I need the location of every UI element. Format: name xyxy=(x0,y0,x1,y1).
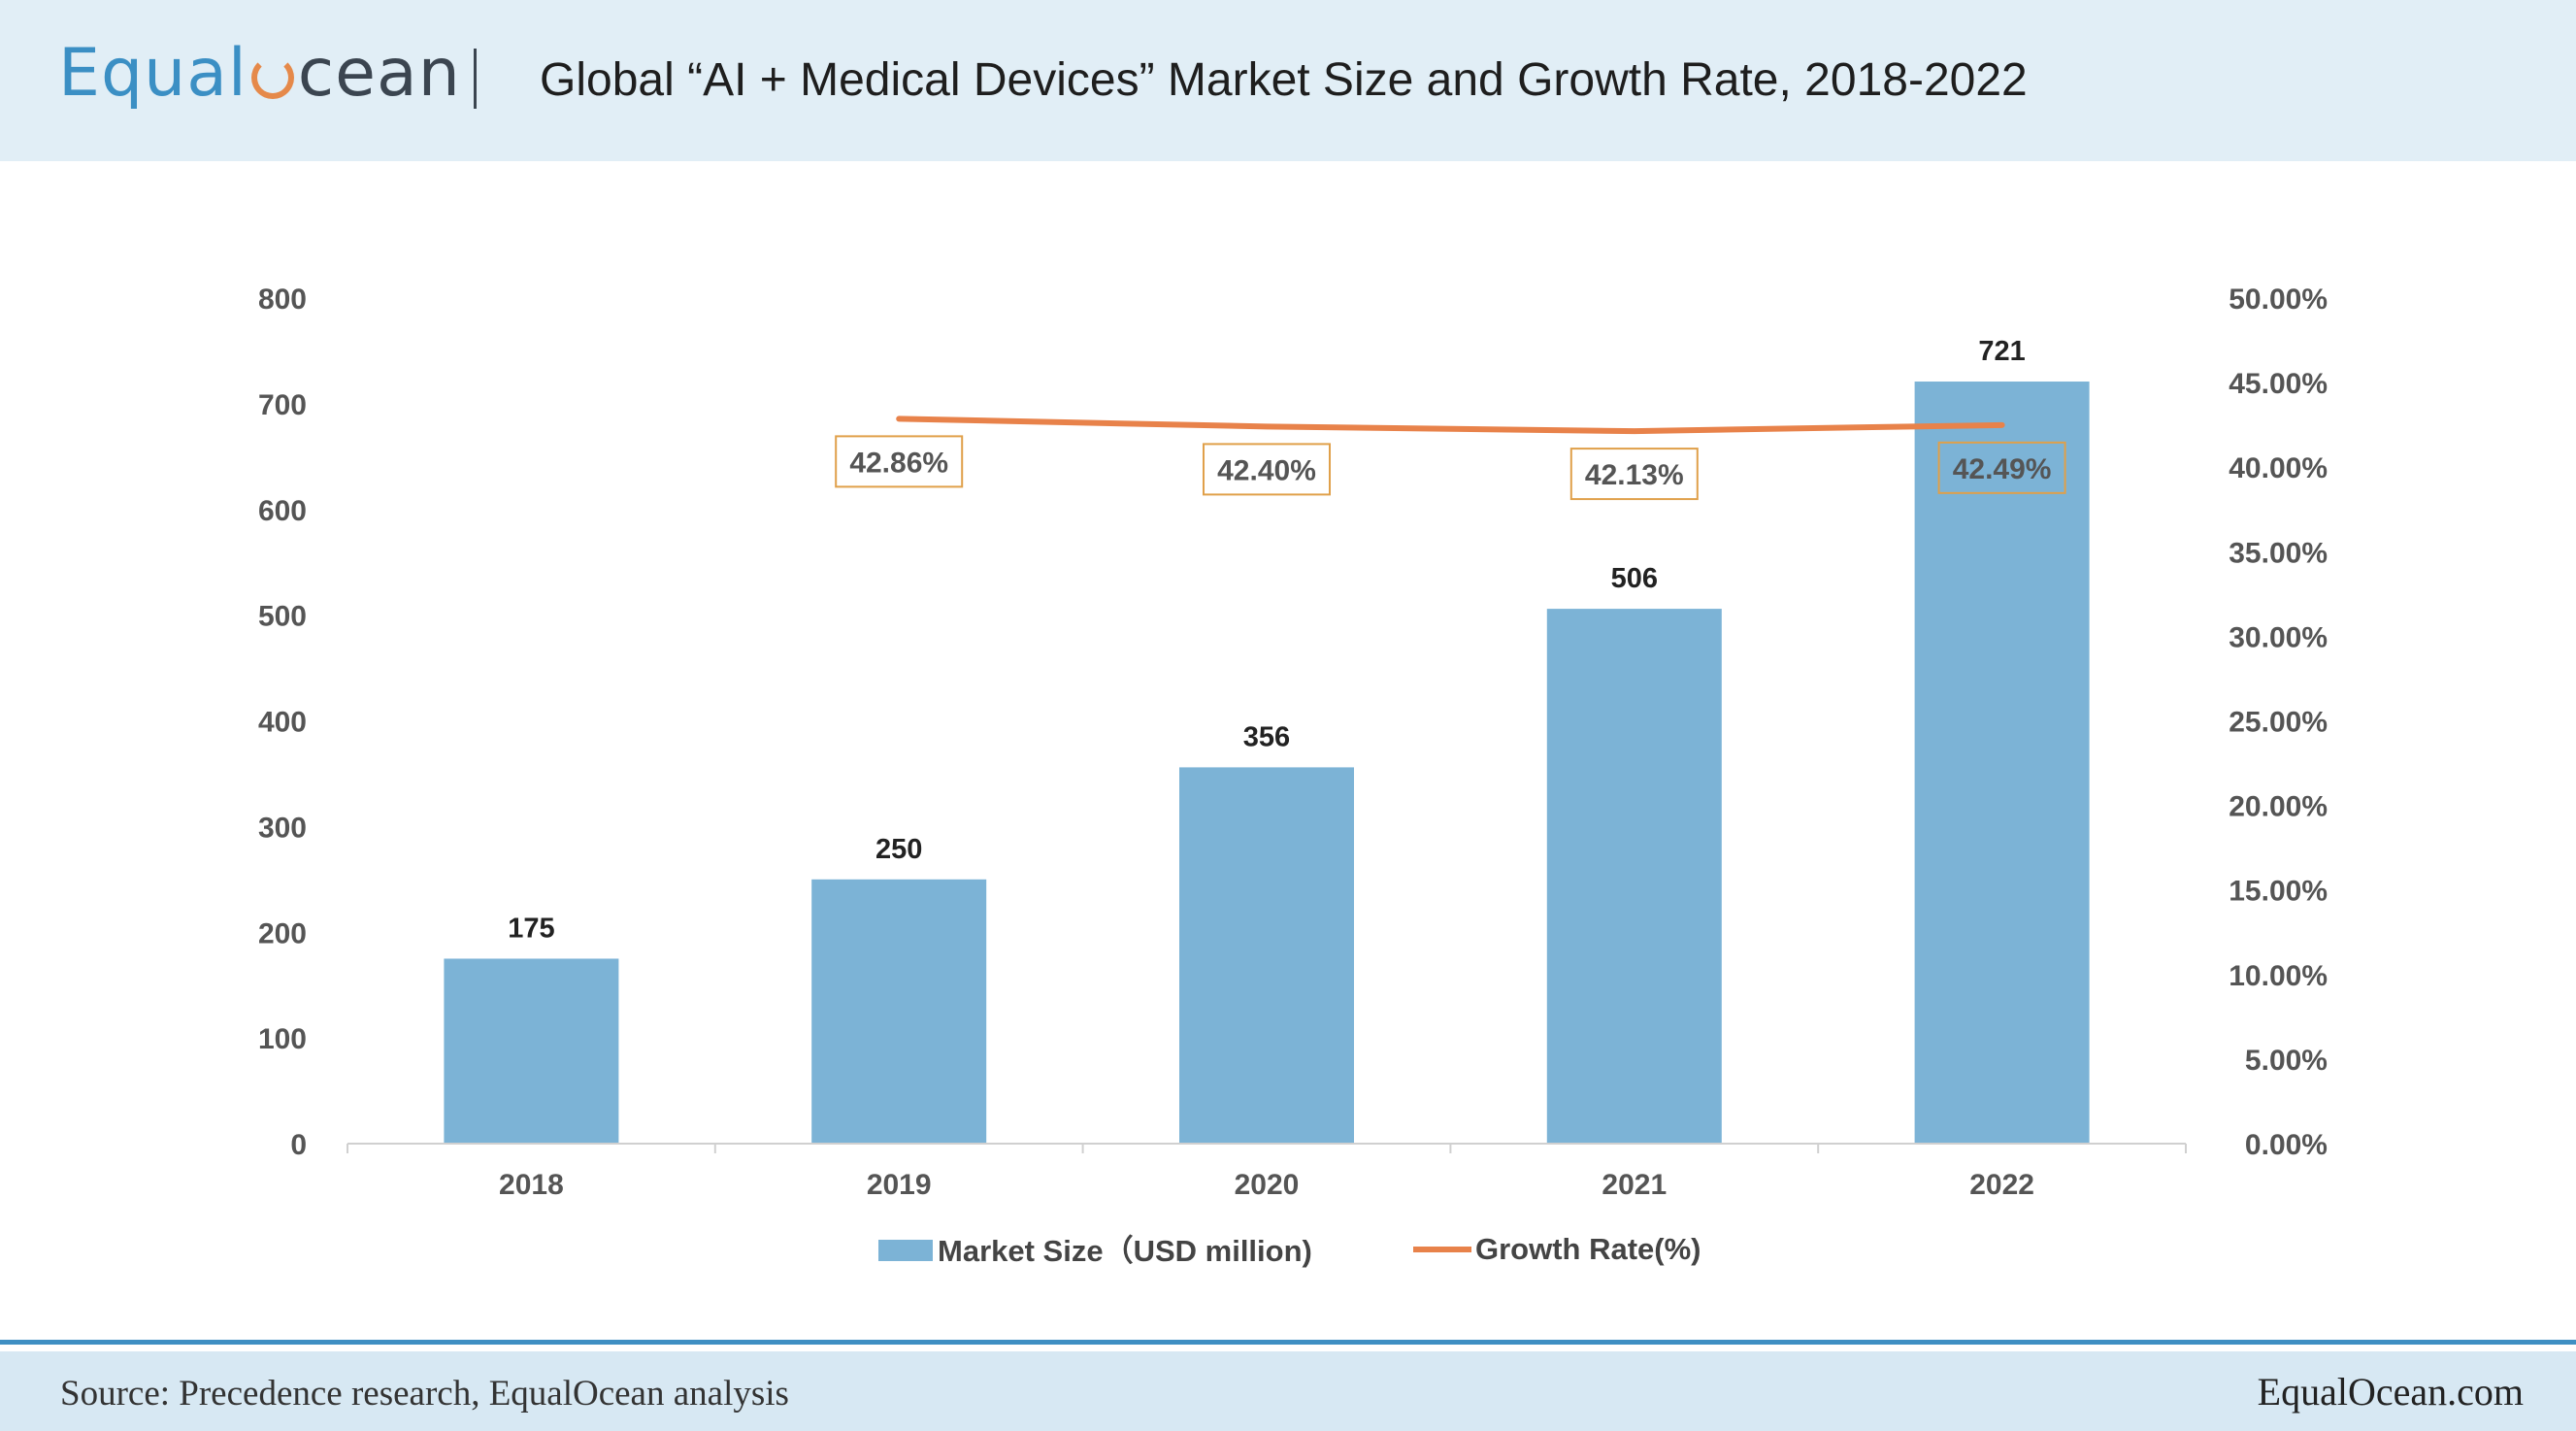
right-axis-tick-label: 20.00% xyxy=(2229,791,2328,823)
x-axis-tick-label: 2020 xyxy=(1235,1169,1300,1201)
header-banner: Equal cean Global “AI + Medical Devices”… xyxy=(0,0,2576,161)
source-note: Source: Precedence research, EqualOcean … xyxy=(60,1374,789,1414)
legend-bar-label: Market Size（USD million) xyxy=(938,1234,1312,1268)
logo-o-icon xyxy=(250,56,294,99)
growth-rate-label-box xyxy=(835,435,964,488)
right-axis-tick-label: 10.00% xyxy=(2229,960,2328,992)
legend-line-label: Growth Rate(%) xyxy=(1475,1232,1701,1266)
right-axis-tick-label: 40.00% xyxy=(2229,452,2328,484)
growth-rate-label-box xyxy=(1937,441,2066,494)
bar-data-label: 506 xyxy=(1611,563,1658,594)
growth-rate-labels: 42.86% 42.40% 42.13% 42.49% xyxy=(835,435,2066,501)
bar-data-label: 250 xyxy=(875,834,922,865)
right-axis-tick-label: 5.00% xyxy=(2245,1045,2328,1077)
right-axis-tick-label: 30.00% xyxy=(2229,621,2328,653)
growth-rate-label-box xyxy=(1569,448,1699,501)
right-axis-tick-label: 0.00% xyxy=(2245,1129,2328,1161)
x-axis-tick-label: 2022 xyxy=(1969,1169,2034,1201)
bar-data-label: 721 xyxy=(1978,336,2025,367)
right-axis-tick-label: 35.00% xyxy=(2229,537,2328,569)
header-divider xyxy=(474,49,477,109)
bar xyxy=(1179,767,1354,1144)
growth-rate-label: 42.40% xyxy=(1217,454,1316,486)
left-axis-tick-label: 200 xyxy=(258,917,307,949)
right-axis-tick-label: 45.00% xyxy=(2229,368,2328,400)
chart: 0 100 200 300 400 500 600 700 800 0.00% 5.00% 10.0… xyxy=(258,283,2328,1268)
growth-rate-label: 42.13% xyxy=(1585,459,1684,491)
bar xyxy=(1546,609,1722,1144)
page-title: Global “AI + Medical Devices” Market Siz… xyxy=(540,54,2028,106)
x-axis-tick-label: 2019 xyxy=(867,1169,932,1201)
left-axis-tick-label: 600 xyxy=(258,495,307,527)
footer-bar xyxy=(0,1351,2576,1431)
growth-rate-label: 42.86% xyxy=(849,447,948,479)
bar xyxy=(1914,382,2090,1144)
growth-rate-label-box xyxy=(1203,443,1331,496)
equalocean-logo[interactable]: Equal cean xyxy=(58,29,461,116)
left-axis-tick-label: 400 xyxy=(258,707,307,739)
left-axis-ticks: 0 100 200 300 400 500 600 700 800 xyxy=(258,283,307,1161)
footer-rule xyxy=(0,1340,2576,1345)
site-link[interactable]: EqualOcean.com xyxy=(2257,1370,2524,1414)
growth-rate-label: 42.49% xyxy=(1953,453,2052,485)
x-axis-tick-marks xyxy=(347,1144,2187,1153)
bar-data-labels: 175 250 356 506 721 xyxy=(508,336,2026,944)
x-axis-ticks: 2018 2019 2020 2021 2022 xyxy=(499,1169,2034,1201)
bar-series xyxy=(444,382,2090,1144)
right-axis-ticks: 0.00% 5.00% 10.00% 15.00% 20.00% 25.00% 30.00%… xyxy=(2229,283,2328,1161)
left-axis-tick-label: 500 xyxy=(258,601,307,633)
bar-data-label: 175 xyxy=(508,913,554,944)
left-axis-tick-label: 700 xyxy=(258,389,307,421)
right-axis-tick-label: 25.00% xyxy=(2229,707,2328,739)
bar xyxy=(444,958,619,1144)
legend-bar-swatch xyxy=(878,1240,933,1261)
right-axis-tick-label: 15.00% xyxy=(2229,876,2328,908)
x-axis-tick-label: 2021 xyxy=(1602,1169,1667,1201)
growth-rate-line xyxy=(896,416,2005,435)
bar xyxy=(811,879,987,1144)
left-axis-tick-label: 100 xyxy=(258,1023,307,1055)
logo-text-suffix: cean xyxy=(297,34,461,112)
left-axis-tick-label: 0 xyxy=(290,1129,307,1161)
left-axis-tick-label: 800 xyxy=(258,283,307,316)
logo-text-prefix: Equal xyxy=(58,34,248,112)
right-axis-tick-label: 50.00% xyxy=(2229,283,2328,316)
legend: Market Size（USD million) Growth Rate(%) xyxy=(878,1232,1701,1268)
left-axis-tick-label: 300 xyxy=(258,812,307,844)
bar-data-label: 356 xyxy=(1243,721,1290,752)
x-axis-tick-label: 2018 xyxy=(499,1169,564,1201)
